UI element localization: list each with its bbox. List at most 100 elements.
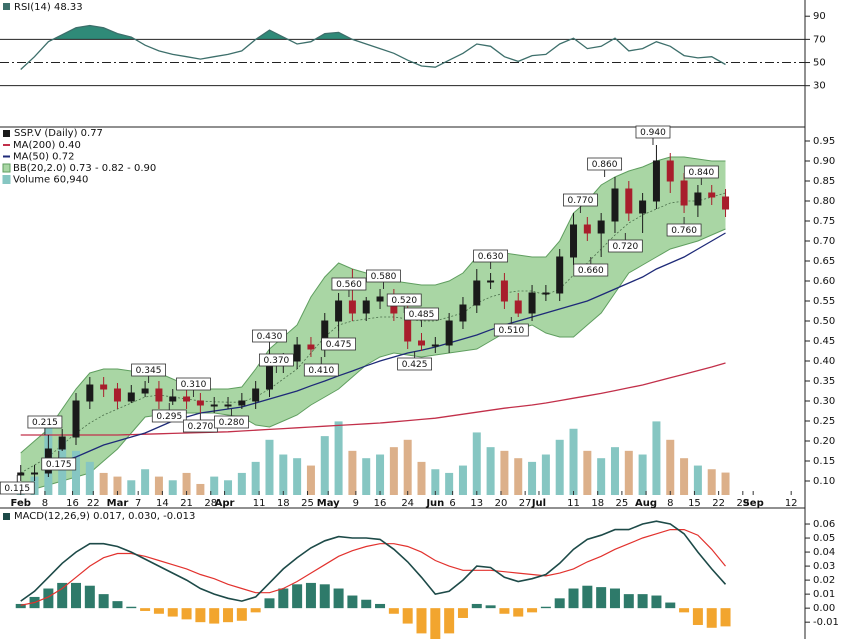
x-tick-label: Aug (635, 498, 657, 509)
histogram-bar (84, 585, 95, 609)
annotation-label: 0.510 (498, 326, 524, 336)
annotation-label: 0.720 (612, 242, 638, 252)
volume-bar (141, 469, 150, 495)
volume-bar (541, 454, 550, 495)
annotation-box (493, 323, 529, 337)
histogram-bar (623, 594, 634, 609)
candle-body (445, 320, 453, 346)
y-tick-label: 0.45 (813, 336, 835, 347)
y-tick-label: 0.35 (813, 376, 835, 387)
histogram-bar (706, 608, 717, 628)
volume-bar (610, 447, 619, 495)
volume-bar (127, 480, 136, 495)
y-tick-label: 0.20 (813, 436, 835, 447)
volume-bar (680, 458, 689, 495)
legend-label: Volume 60,940 (13, 175, 88, 186)
bb-lower (20, 228, 726, 494)
volume-bar (389, 447, 398, 495)
volume-bar (99, 472, 108, 495)
annotation-box (473, 249, 509, 263)
histogram-bar (15, 603, 26, 609)
candle-body (473, 280, 481, 306)
volume-bar (265, 439, 274, 495)
annotation-box (666, 223, 702, 237)
histogram-bar (720, 608, 731, 627)
y-tick-label: 70 (813, 34, 826, 45)
y-tick-label: 0.04 (813, 547, 835, 558)
histogram-bar (692, 608, 703, 625)
annotation-box (321, 337, 356, 351)
x-tick-label: 9 (353, 498, 359, 509)
y-tick-label: 0.70 (813, 236, 835, 247)
y-tick-label: 0.90 (813, 156, 835, 167)
candle-body (196, 400, 204, 406)
volume-bar (652, 421, 661, 495)
annotation-box (252, 329, 287, 343)
histogram-bar (596, 587, 607, 609)
x-tick-label: 11 (253, 498, 266, 509)
x-tick-label: 15 (688, 498, 701, 509)
annotation-label: 0.215 (32, 418, 58, 428)
volume-bar (237, 472, 246, 495)
candle-body (293, 344, 301, 362)
x-tick-label: 8 (667, 498, 673, 509)
volume-bar (210, 476, 219, 495)
y-tick-label: 30 (813, 81, 826, 92)
candle-body (376, 296, 384, 302)
title-icon (3, 130, 10, 137)
volume-bar (624, 450, 633, 495)
candle-body (348, 300, 356, 314)
x-tick-label: Sep (743, 498, 764, 509)
histogram-bar (416, 608, 427, 634)
volume-bar (72, 450, 81, 495)
macd-line (20, 520, 727, 602)
volume-bar (486, 447, 495, 495)
bollinger-band (20, 157, 726, 493)
histogram-bar (305, 582, 316, 609)
annotation-label: 0.580 (371, 272, 397, 282)
x-tick-label: May (317, 498, 340, 509)
histogram-bar (223, 608, 234, 623)
candle-body (459, 304, 467, 322)
annotation-label: 0.520 (391, 296, 417, 306)
annotation-label: 0.770 (568, 196, 594, 206)
histogram-bar (554, 598, 565, 609)
annotation-box (303, 363, 339, 377)
annotation-label: 0.430 (257, 332, 283, 342)
y-tick-label: 0.65 (813, 256, 835, 267)
candle-body (625, 188, 633, 214)
annotation-label: 0.345 (136, 366, 162, 376)
histogram-bar (637, 594, 648, 609)
volume-bar (693, 465, 702, 495)
histogram-bar (264, 598, 275, 609)
candle-body (362, 300, 370, 314)
x-tick-label: 6 (449, 498, 455, 509)
x-tick-label: Feb (11, 498, 31, 509)
histogram-bar (126, 606, 137, 609)
annotation-box (587, 157, 623, 171)
candle-body (86, 384, 94, 402)
x-tick-label: 25 (616, 498, 629, 509)
candle-body (335, 300, 343, 322)
candle-body (238, 400, 246, 406)
histogram-bar (430, 608, 441, 639)
annotation-box (41, 457, 77, 471)
annotation-label: 0.840 (688, 168, 714, 178)
title-icon (3, 3, 10, 10)
annotation-label: 0.630 (478, 252, 504, 262)
y-tick-label: 0.85 (813, 176, 835, 187)
y-tick-label: 0.80 (813, 196, 835, 207)
candle-body (183, 396, 191, 402)
y-tick-label: 0.06 (813, 519, 835, 530)
volume-bar (403, 439, 412, 495)
candle-body (113, 388, 121, 402)
volume-bar (251, 461, 260, 495)
y-tick-label: 0.10 (813, 476, 835, 487)
bb-middle (20, 192, 726, 474)
x-tick-label: 12 (785, 498, 798, 509)
annotation-label: 0.280 (219, 418, 245, 428)
histogram-bar (402, 608, 413, 624)
histogram-bar (361, 599, 372, 609)
volume-bar (306, 465, 315, 495)
